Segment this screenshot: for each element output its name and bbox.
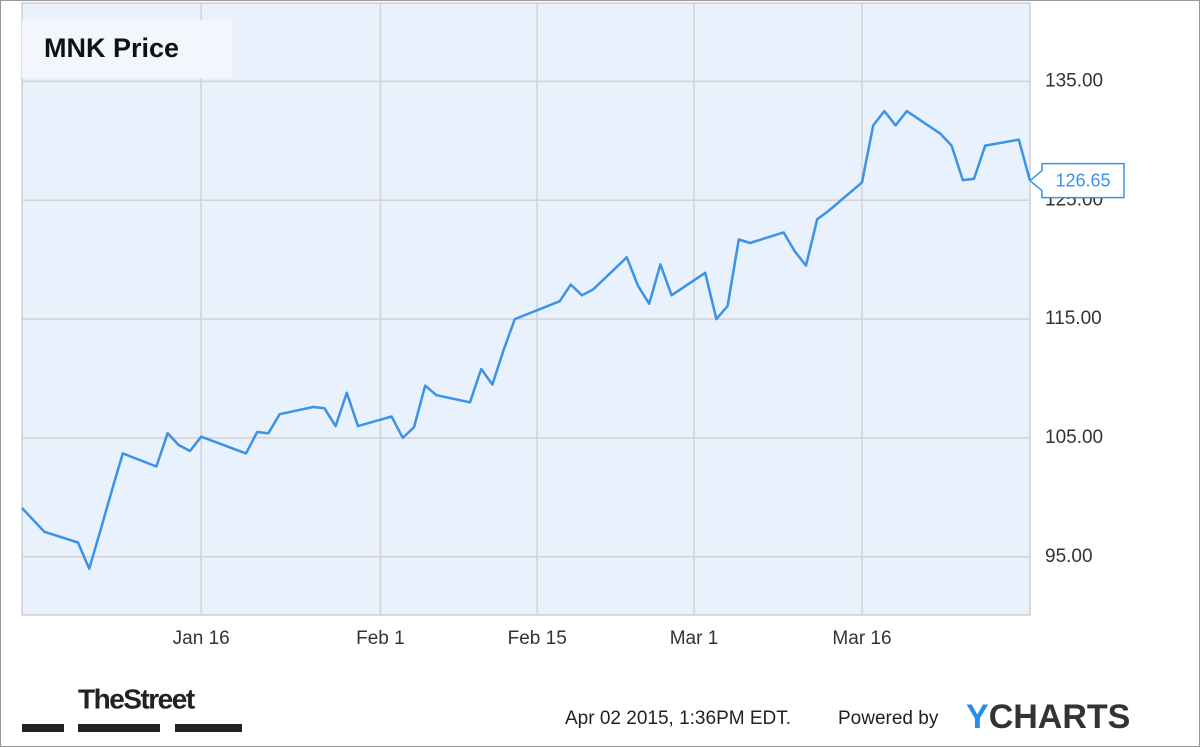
plot-area: [21, 2, 1031, 616]
source-logo: TheStreet: [78, 683, 195, 714]
last-value-label: 126.65: [1055, 170, 1110, 190]
brand-logo: YCHARTS: [966, 698, 1130, 736]
chart-title: MNK Price: [44, 33, 179, 63]
title-box: [22, 20, 232, 78]
logo-bar: [22, 724, 64, 732]
x-tick-label: Feb 15: [508, 628, 567, 649]
timestamp: Apr 02 2015, 1:36PM EDT.: [565, 708, 791, 729]
y-tick-label: 95.00: [1045, 546, 1093, 567]
logo-bar: [175, 724, 242, 732]
logo-bar: [78, 724, 160, 732]
powered-by: Powered by: [838, 708, 939, 729]
x-tick-label: Jan 16: [173, 628, 230, 649]
x-tick-label: Feb 1: [356, 628, 405, 649]
x-tick-label: Mar 16: [832, 628, 891, 649]
last-value-callout: [1028, 162, 1125, 199]
y-tick-label: 135.00: [1045, 70, 1103, 91]
x-tick-label: Mar 1: [670, 628, 719, 649]
y-tick-label: 115.00: [1045, 308, 1102, 329]
y-tick-label: 105.00: [1045, 427, 1103, 448]
price-line: [21, 109, 1032, 570]
